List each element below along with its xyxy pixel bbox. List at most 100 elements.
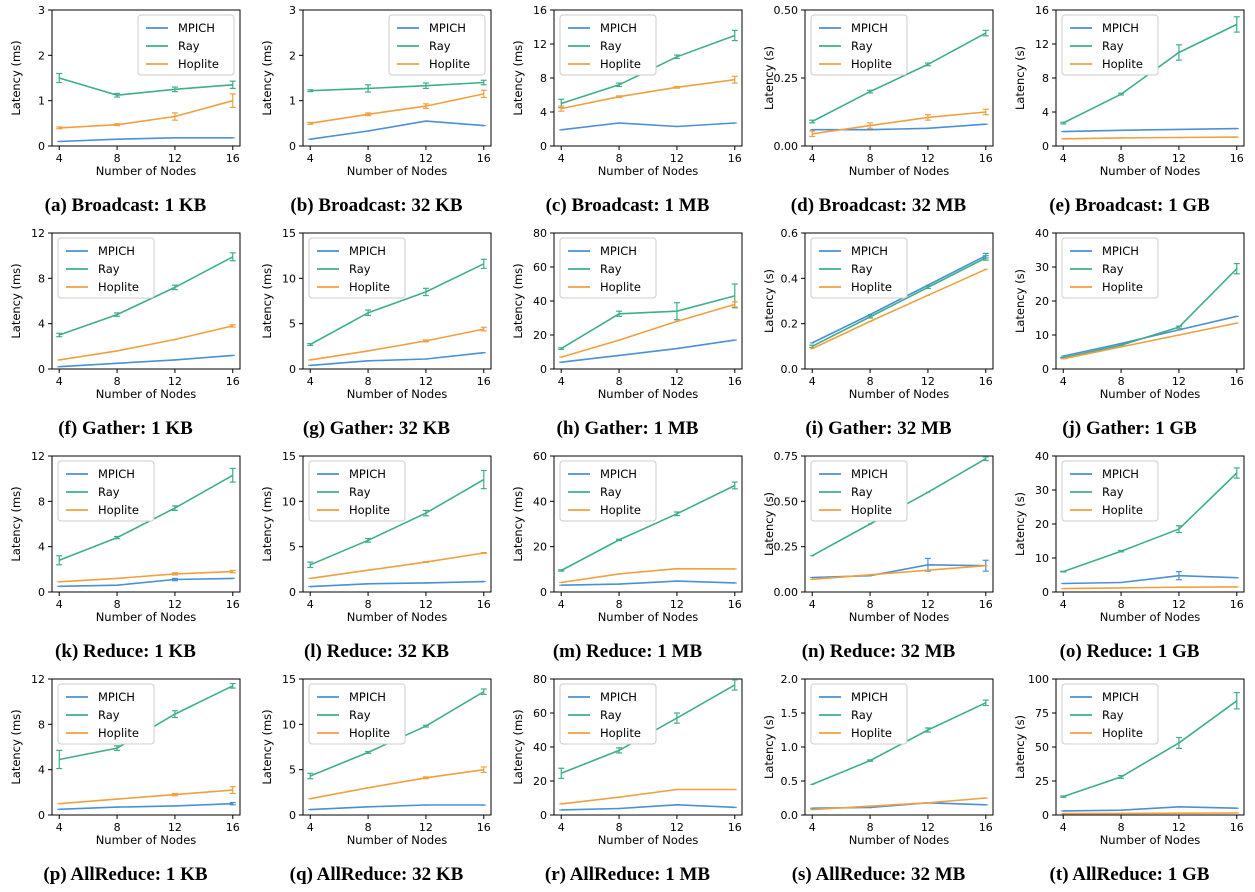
error-bar-ray — [867, 759, 874, 762]
error-bar-ray — [558, 347, 565, 351]
error-bar-hoplite — [171, 112, 178, 121]
plot-frame — [553, 455, 743, 593]
y-axis-label: Latency (ms) — [511, 263, 525, 338]
x-tick-label: 8 — [867, 152, 874, 165]
legend-label: Ray — [349, 262, 371, 276]
legend-label: Hoplite — [1102, 280, 1143, 294]
y-axis-label: Latency (ms) — [260, 263, 274, 338]
x-tick-label: 4 — [558, 375, 565, 388]
x-tick-label: 16 — [728, 821, 742, 834]
y-tick-label: 80 — [533, 673, 547, 686]
error-bar-ray — [809, 119, 816, 124]
legend: MPICH Ray Hoplite — [388, 14, 486, 76]
error-bar-ray — [1175, 44, 1182, 61]
error-bar-ray — [1060, 795, 1067, 798]
legend-label: Hoplite — [851, 503, 892, 517]
series-line-ray — [309, 478, 485, 566]
line-chart: 0 20 40 60 80 4 8 12 16 Number of Nodes Latency (m… — [511, 227, 743, 401]
y-tick-label: 60 — [533, 707, 547, 720]
y-axis-label: Latency (s) — [762, 46, 776, 110]
legend-box — [559, 14, 657, 76]
x-tick-label: 12 — [670, 598, 684, 611]
error-bar-ray — [731, 679, 738, 691]
y-tick-label: 10 — [1035, 552, 1049, 565]
x-tick-label: 8 — [365, 152, 372, 165]
error-bar-ray — [114, 535, 121, 540]
series-line-hoplite — [561, 788, 735, 805]
legend-label: Ray — [600, 39, 622, 53]
subfigure-caption: (b) Broadcast: 32 KB — [290, 195, 463, 216]
error-bar-ray — [56, 72, 63, 84]
chart-panel: 0 5 10 15 4 8 12 16 Number of Nodes Latency (ms) M… — [251, 446, 502, 669]
legend-label: MPICH — [1102, 21, 1139, 35]
series-line-hoplite — [59, 99, 234, 129]
x-tick-label: 12 — [419, 375, 433, 388]
series-line-ray — [560, 295, 736, 350]
x-tick-label: 4 — [558, 821, 565, 834]
error-bar-ray — [114, 312, 121, 317]
legend: MPICH Ray Hoplite — [810, 460, 908, 522]
y-tick-label: 12 — [31, 673, 45, 686]
error-bar-ray — [1175, 525, 1182, 534]
error-bar-ray — [1118, 774, 1125, 779]
legend-box — [559, 460, 657, 522]
series-line-ray — [1062, 700, 1238, 798]
chart-panel: 0 4 8 12 4 8 12 16 Number of Nodes Latency (ms) MP… — [0, 669, 251, 892]
x-tick-label: 8 — [616, 598, 623, 611]
y-tick-label: 0.4 — [781, 272, 799, 285]
x-tick-label: 16 — [728, 375, 742, 388]
y-tick-label: 30 — [1035, 261, 1049, 274]
y-tick-label: 75 — [1035, 707, 1049, 720]
error-bar-ray — [1118, 549, 1125, 553]
legend: MPICH Ray Hoplite — [559, 460, 657, 522]
error-bar-hoplite — [229, 569, 236, 574]
series-line-hoplite — [811, 268, 987, 350]
y-tick-label: 16 — [1035, 4, 1049, 17]
subfigure-caption: (s) AllReduce: 32 MB — [791, 864, 966, 885]
y-tick-label: 0 — [1042, 140, 1049, 153]
error-bar-hoplite — [365, 112, 372, 117]
y-tick-label: 1 — [289, 95, 296, 108]
y-tick-label: 0 — [1042, 586, 1049, 599]
x-tick-label: 4 — [56, 598, 63, 611]
error-bar-ray — [982, 456, 989, 462]
series-line-mpich — [59, 354, 233, 368]
series-line-hoplite — [1063, 322, 1237, 360]
x-tick-label: 12 — [419, 152, 433, 165]
plot-frame — [51, 232, 241, 370]
legend-label: Hoplite — [851, 57, 892, 71]
y-axis-label: Latency (s) — [1013, 492, 1027, 556]
error-bar-ray — [982, 29, 989, 37]
x-tick-label: 12 — [168, 598, 182, 611]
x-tick-label: 16 — [477, 821, 491, 834]
y-tick-label: 0 — [289, 586, 296, 599]
y-axis-label: Latency (ms) — [260, 486, 274, 561]
x-axis-label: Number of Nodes — [1100, 387, 1201, 401]
y-axis-label: Latency (ms) — [260, 709, 274, 784]
error-bar-hoplite — [171, 792, 178, 797]
y-tick-label: 10 — [282, 718, 296, 731]
chart-panel: 0 1 2 3 4 8 12 16 Number of Nodes Latency (ms) MPI… — [251, 0, 502, 223]
series-line-ray — [58, 256, 234, 336]
subfigure-caption: (p) AllReduce: 1 KB — [43, 864, 208, 885]
error-bar-hoplite — [480, 551, 487, 555]
y-tick-label: 5 — [289, 318, 296, 331]
x-tick-label: 4 — [1060, 598, 1067, 611]
error-bar-hoplite — [171, 572, 178, 576]
x-tick-label: 16 — [979, 375, 993, 388]
x-tick-label: 12 — [921, 375, 935, 388]
subfigure-caption: (h) Gather: 1 MB — [556, 418, 699, 439]
x-tick-label: 12 — [670, 152, 684, 165]
legend-label: MPICH — [1102, 467, 1139, 481]
x-tick-label: 16 — [1230, 152, 1244, 165]
series-line-ray — [309, 263, 485, 346]
subfigure-caption: (m) Reduce: 1 MB — [552, 641, 703, 662]
x-axis-label: Number of Nodes — [96, 610, 197, 624]
legend-box — [810, 683, 908, 745]
legend-label: Hoplite — [600, 57, 641, 71]
plot-frame — [51, 455, 241, 593]
error-bar-ray — [1175, 325, 1182, 329]
y-tick-label: 4 — [38, 541, 45, 554]
y-tick-label: 2 — [289, 49, 296, 62]
